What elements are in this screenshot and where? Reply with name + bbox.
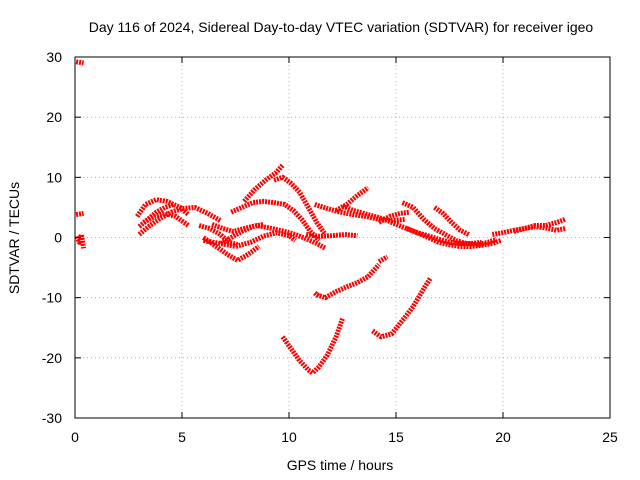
plot-frame — [74, 56, 611, 419]
series-s7 — [142, 210, 190, 228]
series-s20 — [377, 209, 410, 225]
series-s14 — [242, 163, 285, 204]
series-s16 — [305, 232, 358, 239]
series-s11 — [211, 221, 327, 251]
series-s22 — [405, 226, 502, 249]
data-series — [74, 59, 566, 376]
x-tick-label: 20 — [495, 429, 511, 445]
series-s18 — [334, 185, 370, 213]
x-tick-label: 25 — [602, 429, 618, 445]
series-s28 — [313, 290, 321, 299]
chart-title: Day 116 of 2024, Sidereal Day-to-day VTE… — [89, 19, 594, 35]
series-s5 — [137, 204, 222, 237]
y-tick-label: -30 — [42, 410, 62, 426]
series-s12 — [219, 221, 264, 246]
y-axis-label: SDTVAR / TECUs — [6, 182, 22, 294]
series-s29 — [371, 277, 433, 340]
x-tick-label: 5 — [178, 429, 186, 445]
series-s9 — [201, 235, 261, 263]
series-s30 — [377, 254, 389, 264]
series-s25 — [513, 217, 566, 234]
y-tick-label: 10 — [46, 169, 62, 185]
grid-lines — [75, 57, 610, 418]
series-s13 — [230, 198, 321, 243]
series-s1 — [75, 59, 84, 66]
series-s19 — [341, 203, 482, 246]
y-tick-label: 0 — [54, 230, 62, 246]
series-s2 — [75, 210, 84, 218]
series-s24 — [491, 224, 566, 237]
series-s8 — [198, 223, 239, 248]
y-tick-label: 30 — [46, 49, 62, 65]
series-s27 — [315, 262, 381, 301]
x-tick-label: 0 — [71, 429, 79, 445]
series-s26 — [280, 317, 345, 376]
y-tick-label: 20 — [46, 109, 62, 125]
series-s3 — [74, 232, 87, 249]
x-axis-label: GPS time / hours — [287, 457, 394, 473]
series-s23 — [433, 205, 470, 237]
x-tick-label: 10 — [281, 429, 297, 445]
y-tick-label: -20 — [42, 350, 62, 366]
series-s15 — [273, 174, 328, 236]
x-tick-label: 15 — [388, 429, 404, 445]
y-tick-label: -10 — [42, 290, 62, 306]
series-s4 — [135, 197, 191, 218]
axes: 0 5 10 15 20 25 -30 -20 -10 0 10 20 30 — [42, 49, 618, 445]
